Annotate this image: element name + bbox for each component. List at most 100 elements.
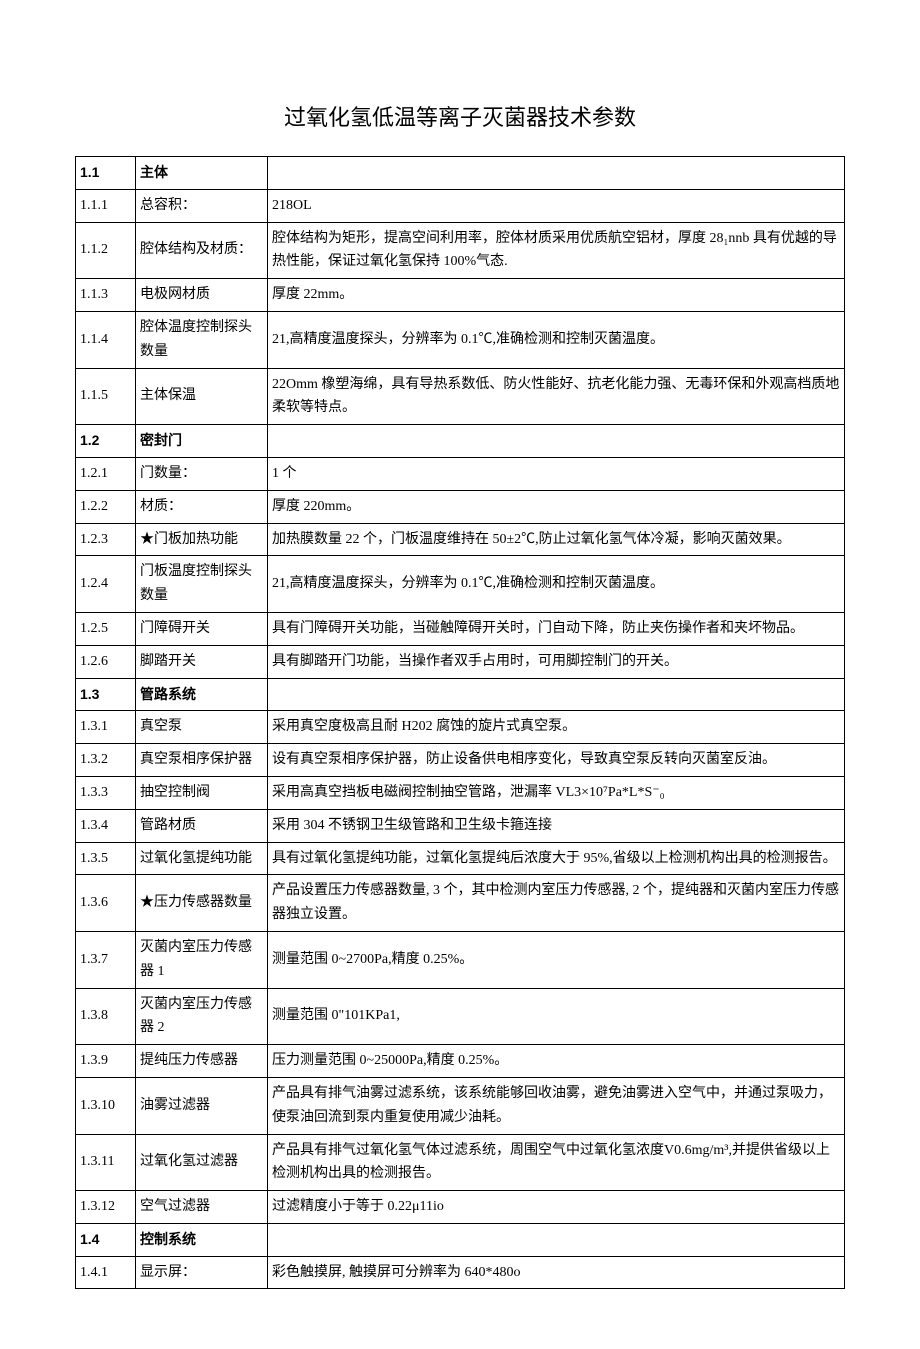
row-number: 1.2.1: [76, 457, 136, 490]
row-label: 总容积：: [136, 189, 268, 222]
row-label: 腔体结构及材质：: [136, 222, 268, 279]
table-row: 1.3管路系统: [76, 678, 845, 711]
table-row: 1.1.2腔体结构及材质：腔体结构为矩形，提高空间利用率，腔体材质采用优质航空铝…: [76, 222, 845, 279]
row-desc: 采用高真空挡板电磁阀控制抽空管路，泄漏率 VL3×10⁷Pa*L*S⁻₀: [268, 776, 845, 809]
table-row: 1.3.5过氧化氢提纯功能具有过氧化氢提纯功能，过氧化氢提纯后浓度大于 95%,…: [76, 842, 845, 875]
table-row: 1.3.9提纯压力传感器压力测量范围 0~25000Pa,精度 0.25%。: [76, 1045, 845, 1078]
row-number: 1.1.3: [76, 279, 136, 312]
row-desc: 压力测量范围 0~25000Pa,精度 0.25%。: [268, 1045, 845, 1078]
row-number: 1.3: [76, 678, 136, 711]
row-desc: 产品设置压力传感器数量, 3 个，其中检测内室压力传感器, 2 个，提纯器和灭菌…: [268, 875, 845, 932]
row-number: 1.3.5: [76, 842, 136, 875]
table-row: 1.2.3★门板加热功能加热膜数量 22 个，门板温度维持在 50±2℃,防止过…: [76, 523, 845, 556]
row-number: 1.3.7: [76, 931, 136, 988]
row-label: 密封门: [136, 425, 268, 458]
row-label: 真空泵: [136, 711, 268, 744]
row-desc: [268, 1223, 845, 1256]
table-row: 1.3.3抽空控制阀采用高真空挡板电磁阀控制抽空管路，泄漏率 VL3×10⁷Pa…: [76, 776, 845, 809]
row-number: 1.3.12: [76, 1191, 136, 1224]
row-number: 1.1.1: [76, 189, 136, 222]
row-number: 1.3.11: [76, 1134, 136, 1191]
row-label: 材质：: [136, 490, 268, 523]
row-desc: 21,高精度温度探头，分辨率为 0.1℃,准确检测和控制灭菌温度。: [268, 311, 845, 368]
row-number: 1.2: [76, 425, 136, 458]
row-desc: 采用 304 不锈钢卫生级管路和卫生级卡箍连接: [268, 809, 845, 842]
row-label: 灭菌内室压力传感器 1: [136, 931, 268, 988]
row-desc: 21,高精度温度探头，分辨率为 0.1℃,准确检测和控制灭菌温度。: [268, 556, 845, 613]
row-number: 1.3.3: [76, 776, 136, 809]
row-number: 1.3.2: [76, 744, 136, 777]
row-number: 1.3.9: [76, 1045, 136, 1078]
table-row: 1.1.3电极网材质厚度 22mm。: [76, 279, 845, 312]
table-row: 1.4控制系统: [76, 1223, 845, 1256]
table-row: 1.3.11过氧化氢过滤器产品具有排气过氧化氢气体过滤系统，周围空气中过氧化氢浓…: [76, 1134, 845, 1191]
row-desc: 厚度 220mm。: [268, 490, 845, 523]
table-row: 1.3.8灭菌内室压力传感器 2测量范围 0"101KPa1,: [76, 988, 845, 1045]
row-number: 1.3.1: [76, 711, 136, 744]
table-row: 1.3.12空气过滤器过滤精度小于等于 0.22μ11io: [76, 1191, 845, 1224]
row-desc: 测量范围 0~2700Pa,精度 0.25%。: [268, 931, 845, 988]
page-title: 过氧化氢低温等离子灭菌器技术参数: [75, 100, 845, 132]
table-row: 1.2.2材质：厚度 220mm。: [76, 490, 845, 523]
row-label: 管路材质: [136, 809, 268, 842]
row-desc: 产品具有排气过氧化氢气体过滤系统，周围空气中过氧化氢浓度V0.6mg/m³,并提…: [268, 1134, 845, 1191]
row-desc: 218OL: [268, 189, 845, 222]
table-row: 1.1主体: [76, 157, 845, 190]
row-number: 1.3.6: [76, 875, 136, 932]
row-number: 1.4.1: [76, 1256, 136, 1289]
row-desc: [268, 425, 845, 458]
row-desc: 腔体结构为矩形，提高空间利用率，腔体材质采用优质航空铝材，厚度 28₁nnb 具…: [268, 222, 845, 279]
table-row: 1.3.6★压力传感器数量产品设置压力传感器数量, 3 个，其中检测内室压力传感…: [76, 875, 845, 932]
row-number: 1.1.4: [76, 311, 136, 368]
row-desc: 测量范围 0"101KPa1,: [268, 988, 845, 1045]
table-row: 1.3.10油雾过滤器产品具有排气油雾过滤系统，该系统能够回收油雾，避免油雾进入…: [76, 1077, 845, 1134]
row-label: 电极网材质: [136, 279, 268, 312]
row-desc: 采用真空度极高且耐 H202 腐蚀的旋片式真空泵。: [268, 711, 845, 744]
row-desc: 具有过氧化氢提纯功能，过氧化氢提纯后浓度大于 95%,省级以上检测机构出具的检测…: [268, 842, 845, 875]
row-desc: 过滤精度小于等于 0.22μ11io: [268, 1191, 845, 1224]
row-label: 主体保温: [136, 368, 268, 425]
row-number: 1.3.8: [76, 988, 136, 1045]
table-row: 1.2.6脚踏开关具有脚踏开门功能，当操作者双手占用时，可用脚控制门的开关。: [76, 645, 845, 678]
row-label: 门障碍开关: [136, 612, 268, 645]
row-desc: 产品具有排气油雾过滤系统，该系统能够回收油雾，避免油雾进入空气中，并通过泵吸力，…: [268, 1077, 845, 1134]
table-row: 1.1.5主体保温22Omm 橡塑海绵，具有导热系数低、防火性能好、抗老化能力强…: [76, 368, 845, 425]
table-row: 1.2.5门障碍开关具有门障碍开关功能，当碰触障碍开关时，门自动下降，防止夹伤操…: [76, 612, 845, 645]
row-number: 1.1: [76, 157, 136, 190]
row-desc: 设有真空泵相序保护器，防止设备供电相序变化，导致真空泵反转向灭菌室反油。: [268, 744, 845, 777]
spec-table: 1.1主体1.1.1总容积：218OL1.1.2腔体结构及材质：腔体结构为矩形，…: [75, 156, 845, 1289]
row-number: 1.1.5: [76, 368, 136, 425]
table-row: 1.1.1总容积：218OL: [76, 189, 845, 222]
table-row: 1.3.2真空泵相序保护器设有真空泵相序保护器，防止设备供电相序变化，导致真空泵…: [76, 744, 845, 777]
row-label: 显示屏：: [136, 1256, 268, 1289]
row-number: 1.2.3: [76, 523, 136, 556]
row-label: 灭菌内室压力传感器 2: [136, 988, 268, 1045]
row-desc: 彩色触摸屏, 触摸屏可分辨率为 640*480o: [268, 1256, 845, 1289]
table-row: 1.3.4管路材质采用 304 不锈钢卫生级管路和卫生级卡箍连接: [76, 809, 845, 842]
table-row: 1.2.4门板温度控制探头数量21,高精度温度探头，分辨率为 0.1℃,准确检测…: [76, 556, 845, 613]
row-number: 1.1.2: [76, 222, 136, 279]
row-number: 1.2.2: [76, 490, 136, 523]
table-row: 1.1.4腔体温度控制探头数量21,高精度温度探头，分辨率为 0.1℃,准确检测…: [76, 311, 845, 368]
table-row: 1.3.7灭菌内室压力传感器 1测量范围 0~2700Pa,精度 0.25%。: [76, 931, 845, 988]
table-row: 1.2密封门: [76, 425, 845, 458]
row-number: 1.2.5: [76, 612, 136, 645]
table-row: 1.2.1门数量：1 个: [76, 457, 845, 490]
row-label: 真空泵相序保护器: [136, 744, 268, 777]
table-row: 1.4.1显示屏：彩色触摸屏, 触摸屏可分辨率为 640*480o: [76, 1256, 845, 1289]
row-label: ★压力传感器数量: [136, 875, 268, 932]
row-label: 门板温度控制探头数量: [136, 556, 268, 613]
row-desc: [268, 678, 845, 711]
row-desc: 厚度 22mm。: [268, 279, 845, 312]
row-label: 过氧化氢过滤器: [136, 1134, 268, 1191]
row-desc: [268, 157, 845, 190]
row-label: 空气过滤器: [136, 1191, 268, 1224]
row-label: 腔体温度控制探头数量: [136, 311, 268, 368]
row-label: 管路系统: [136, 678, 268, 711]
row-desc: 具有脚踏开门功能，当操作者双手占用时，可用脚控制门的开关。: [268, 645, 845, 678]
row-desc: 22Omm 橡塑海绵，具有导热系数低、防火性能好、抗老化能力强、无毒环保和外观高…: [268, 368, 845, 425]
row-label: 脚踏开关: [136, 645, 268, 678]
row-label: 门数量：: [136, 457, 268, 490]
row-label: 抽空控制阀: [136, 776, 268, 809]
row-desc: 1 个: [268, 457, 845, 490]
